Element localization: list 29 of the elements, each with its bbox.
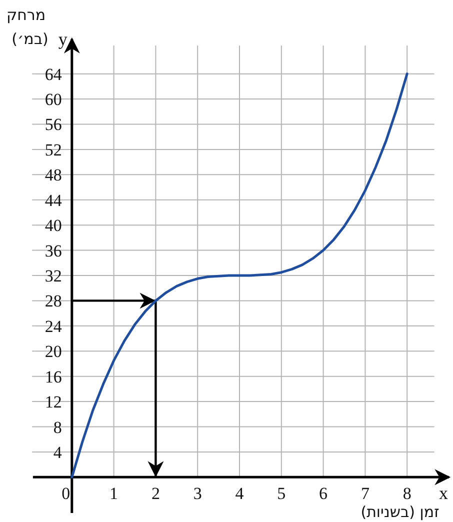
y-tick-label: 40	[44, 216, 62, 236]
xlabel: זמן (בשניות)	[360, 503, 440, 521]
x-tick-label: 5	[277, 484, 286, 504]
x-tick-label: 7	[360, 484, 370, 504]
y-tick-label: 48	[44, 166, 62, 185]
x-tick-label: 8	[402, 484, 412, 504]
y-tick-label: 56	[44, 115, 62, 134]
y-tick-label: 28	[44, 292, 62, 311]
y-tick-label: 44	[44, 190, 62, 210]
x-tick-label: 1	[110, 484, 118, 504]
y-tick-label: 8	[53, 418, 62, 437]
x-tick-label: 3	[193, 484, 202, 504]
x-tick-label: 0	[62, 484, 70, 504]
y-tick-label: 4	[53, 442, 62, 462]
annotation: y	[58, 29, 68, 49]
ylabel: מרחק (במ׳)	[6, 6, 48, 48]
x-tick-label: 6	[319, 484, 328, 504]
y-tick-label: 12	[44, 392, 62, 412]
y-tick-label: 36	[44, 241, 62, 260]
annotation: x	[439, 483, 448, 504]
y-tick-label: 64	[44, 64, 62, 84]
y-tick-label: 52	[44, 140, 62, 160]
x-tick-label: 4	[235, 484, 244, 504]
x-tick-label: 2	[151, 484, 160, 504]
y-tick-label: 60	[44, 90, 62, 110]
y-tick-label: 20	[44, 342, 62, 362]
y-tick-label: 32	[44, 266, 62, 286]
y-tick-label: 24	[44, 316, 62, 336]
y-tick-label: 16	[44, 367, 62, 386]
